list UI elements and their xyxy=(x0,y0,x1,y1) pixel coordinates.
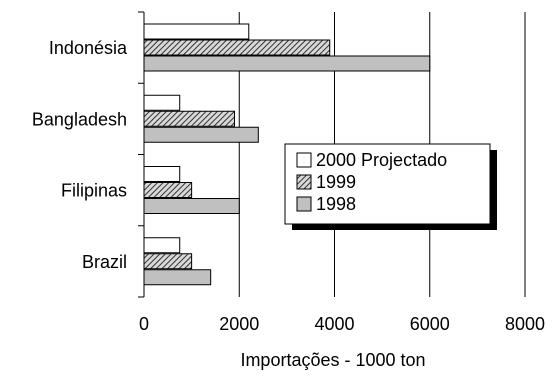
bar xyxy=(143,198,240,214)
legend-label: 1999 xyxy=(316,172,356,192)
legend-swatch xyxy=(296,152,312,168)
bar xyxy=(143,39,331,56)
x-tick-label: 6000 xyxy=(410,314,450,334)
bar xyxy=(143,253,193,270)
legend-box xyxy=(284,143,491,225)
bar xyxy=(143,126,259,143)
x-tick-label: 0 xyxy=(139,314,149,334)
category-label: Brazil xyxy=(82,252,127,272)
bar xyxy=(143,23,250,40)
bar xyxy=(143,55,431,72)
x-tick-label: 4000 xyxy=(314,314,354,334)
bar xyxy=(143,110,235,127)
bar xyxy=(143,237,181,254)
legend-label: 1998 xyxy=(316,194,356,214)
legend-label: 2000 Projectado xyxy=(316,150,447,170)
x-axis-label: Importações - 1000 ton xyxy=(240,350,425,370)
bar xyxy=(143,94,181,111)
bar xyxy=(143,269,212,286)
legend-swatch xyxy=(296,174,312,190)
tick-labels: 0 2000 4000 6000 8000 xyxy=(139,314,545,334)
bars xyxy=(143,23,431,286)
category-label: Filipinas xyxy=(61,181,127,201)
bar xyxy=(143,182,193,198)
bar xyxy=(143,166,181,182)
x-tick-label: 2000 xyxy=(219,314,259,334)
x-tick-label: 8000 xyxy=(505,314,545,334)
category-labels: Indonésia Bangladesh Filipinas Brazil xyxy=(32,38,128,272)
category-label: Indonésia xyxy=(49,38,128,58)
category-label: Bangladesh xyxy=(32,109,127,129)
axes xyxy=(138,11,145,298)
legend-swatch xyxy=(296,196,312,212)
